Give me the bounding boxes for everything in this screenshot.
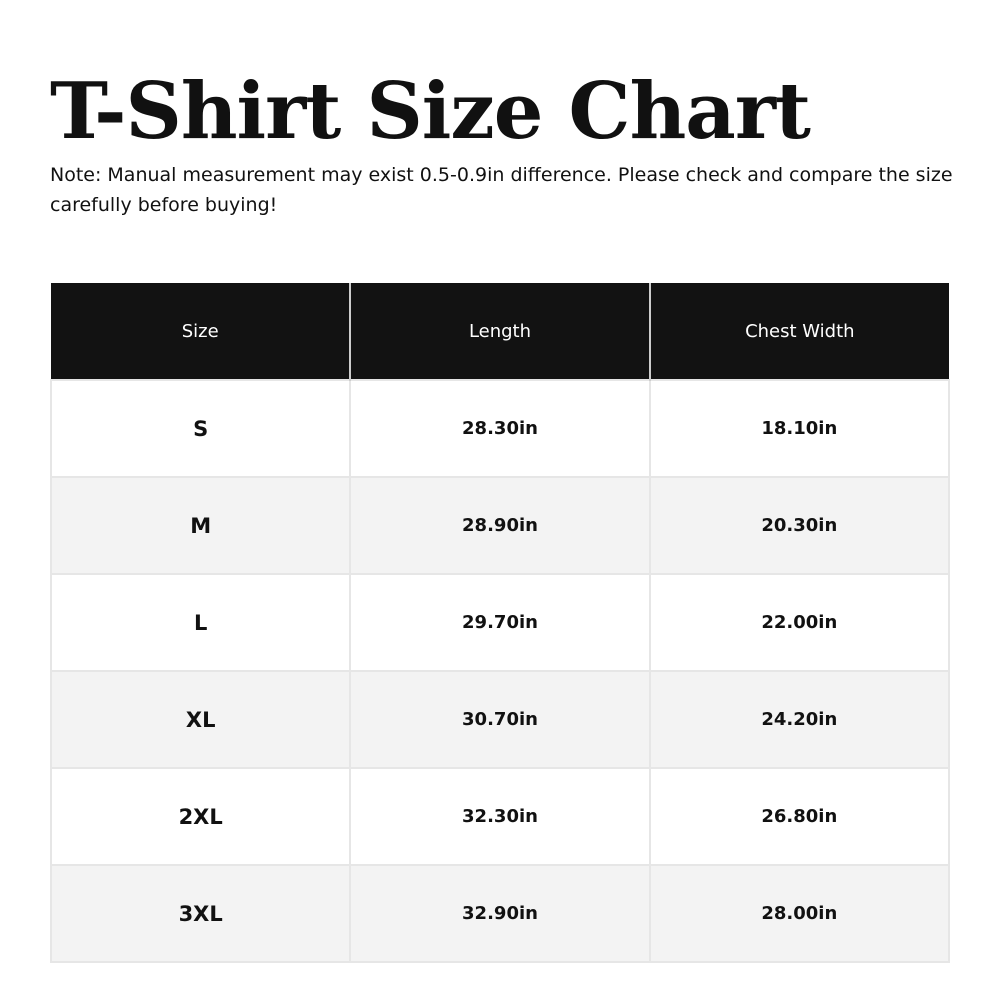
length-cell: 32.30in <box>349 767 651 866</box>
header-length: Length <box>349 283 650 380</box>
chest-width-cell: 22.00in <box>648 573 951 672</box>
length-cell: 28.90in <box>349 476 651 575</box>
size-cell: M <box>49 476 352 575</box>
measurement-note: Note: Manual measurement may exist 0.5-0… <box>50 164 953 216</box>
size-cell: 2XL <box>49 767 352 866</box>
length-cell: 30.70in <box>349 670 651 769</box>
header-chest-width: Chest Width <box>648 283 949 380</box>
page-title: T-Shirt Size Chart <box>50 66 811 157</box>
size-cell: 3XL <box>49 864 352 963</box>
header-size: Size <box>51 283 351 380</box>
table-row: 2XL 32.30in 26.80in <box>49 767 951 866</box>
size-cell: XL <box>49 670 352 769</box>
chest-width-cell: 28.00in <box>648 864 951 963</box>
length-cell: 29.70in <box>349 573 651 672</box>
length-cell: 32.90in <box>349 864 651 963</box>
table-body: S 28.30in 18.10in M 28.90in 20.30in L 29.70in 22… <box>49 379 951 963</box>
table-row: S 28.30in 18.10in <box>49 379 951 478</box>
table-row: XL 30.70in 24.20in <box>49 670 951 769</box>
chest-width-cell: 18.10in <box>648 379 951 478</box>
size-cell: S <box>49 379 352 478</box>
table-row: 3XL 32.90in 28.00in <box>49 864 951 963</box>
size-cell: L <box>49 573 352 672</box>
chest-width-cell: 24.20in <box>648 670 951 769</box>
table-row: M 28.90in 20.30in <box>49 476 951 575</box>
table-header-row: Size Length Chest Width <box>51 283 949 380</box>
table-row: L 29.70in 22.00in <box>49 573 951 672</box>
chest-width-cell: 26.80in <box>648 767 951 866</box>
length-cell: 28.30in <box>349 379 651 478</box>
chest-width-cell: 20.30in <box>648 476 951 575</box>
size-chart-table: Size Length Chest Width S 28.30in 18.10in M… <box>49 283 951 963</box>
